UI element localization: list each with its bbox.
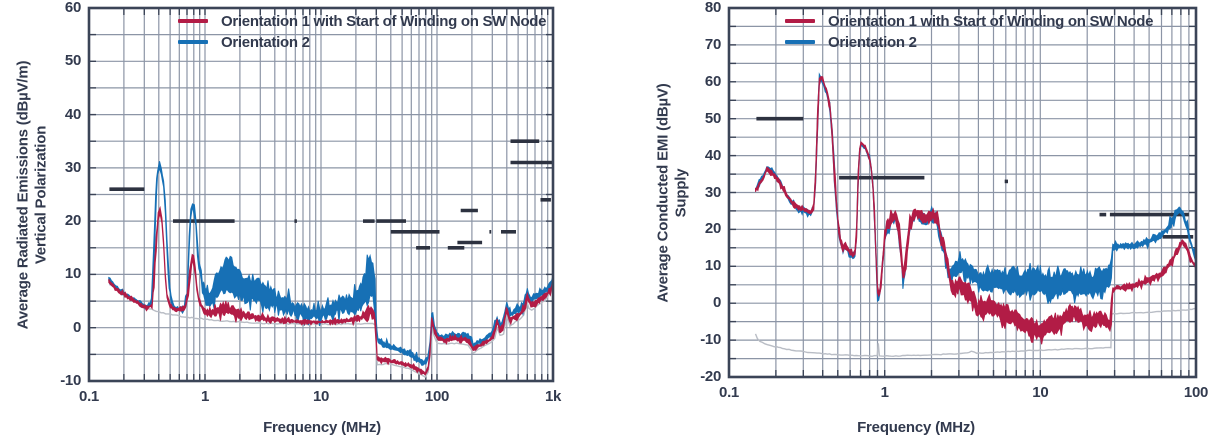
x-tick-label: 1 (880, 384, 889, 401)
y-tick-label: 0 (712, 294, 721, 312)
emission-limit-segments (756, 116, 1194, 239)
y-tick-label: 50 (704, 109, 721, 127)
right-chart-x-axis-title: Frequency (MHz) (857, 419, 975, 436)
y-tick-label: 20 (704, 220, 721, 238)
emission-limit-segments (109, 139, 553, 250)
x-tick-label: 100 (1183, 384, 1209, 401)
y-tick-label: 10 (704, 257, 721, 275)
orientation2-trace (108, 161, 553, 366)
chart-radiated (87, 6, 555, 383)
x-tick-label: 10 (312, 388, 330, 405)
y-tick-label: 60 (704, 72, 721, 90)
right-chart-legend: Orientation 1 with Start of Winding on S… (785, 12, 1154, 51)
x-tick-label: 0.1 (719, 384, 739, 401)
noise-floor-trace (108, 278, 553, 379)
noise-floor-trace (754, 307, 1196, 358)
x-tick-label: 0.1 (79, 388, 99, 405)
x-tick-label: 1 (200, 388, 210, 405)
left-chart-legend: Orientation 1 with Start of Winding on S… (178, 12, 547, 51)
y-tick-label: 30 (704, 183, 721, 201)
y-tick-label: 50 (64, 52, 81, 70)
orientation1-trace (108, 205, 553, 376)
left-chart-x-axis-title: Frequency (MHz) (263, 419, 381, 436)
legend-label-orientation1: Orientation 1 with Start of Winding on S… (828, 12, 1154, 30)
y-tick-label: 60 (64, 0, 81, 16)
left-chart-y-axis-title-line1: Average Radiated Emissions (dBµV/m) (14, 60, 32, 330)
orientation1-line-swatch-icon (785, 19, 815, 23)
y-tick-label: 30 (64, 158, 81, 176)
orientation1-line-swatch-icon (178, 19, 208, 23)
right-chart-y-axis-title-line2: Supply (672, 168, 690, 218)
y-tick-label: -10 (700, 331, 721, 349)
orientation2-trace (755, 72, 1196, 304)
y-tick-label: 80 (704, 0, 721, 16)
orientation2-line-swatch-icon (785, 40, 815, 44)
plot-frame (727, 6, 1198, 379)
left-chart-y-axis-title-line2: Vertical Polarization (32, 125, 50, 265)
orientation2-line-swatch-icon (178, 40, 208, 44)
legend-label-orientation2: Orientation 2 (221, 33, 310, 51)
y-tick-label: -10 (60, 372, 81, 389)
legend-label-orientation2: Orientation 2 (828, 33, 917, 51)
x-tick-label: 1k (544, 388, 562, 405)
orientation1-trace (755, 75, 1196, 345)
y-tick-label: 70 (704, 35, 721, 53)
y-tick-label: 40 (704, 146, 721, 164)
legend-label-orientation1: Orientation 1 with Start of Winding on S… (221, 12, 547, 30)
chart-conducted (727, 6, 1198, 379)
right-chart-y-axis-title-line1: Average Conducted EMI (dBµV) (654, 83, 672, 303)
y-tick-label: 0 (72, 318, 81, 336)
x-tick-label: 100 (424, 388, 450, 405)
legend-item-orientation2: Orientation 2 (178, 33, 546, 51)
legend-item-orientation1: Orientation 1 with Start of Winding on S… (785, 12, 1154, 30)
gridlines (729, 7, 1196, 378)
legend-item-orientation2: Orientation 2 (785, 33, 1153, 51)
y-tick-label: 20 (64, 212, 81, 230)
legend-item-orientation1: Orientation 1 with Start of Winding on S… (178, 12, 547, 30)
x-tick-label: 10 (1032, 384, 1049, 401)
y-tick-label: -20 (700, 368, 721, 385)
y-tick-label: 10 (64, 265, 81, 283)
y-tick-label: 40 (64, 105, 81, 123)
plot-frame (87, 6, 555, 383)
